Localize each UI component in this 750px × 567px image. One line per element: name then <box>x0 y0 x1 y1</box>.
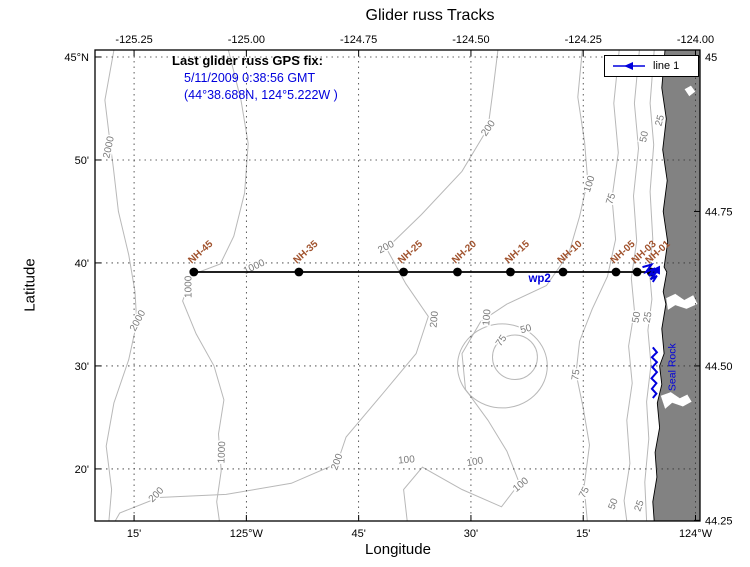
gps-fix-annotation: Last glider russ GPS fix: 5/11/2009 0:38… <box>172 53 338 102</box>
tick-label-top: -125.25 <box>115 34 152 46</box>
contour-50m <box>623 50 640 522</box>
axes-box <box>94 49 701 522</box>
gps-fix-heading: Last glider russ GPS fix: <box>172 53 323 68</box>
glider-position-marker-icon <box>650 265 660 275</box>
plot-title: Glider russ Tracks <box>365 7 495 24</box>
contour-label-1000: 1000 <box>184 275 195 298</box>
legend-triangle-marker-icon <box>624 62 633 70</box>
station-label-NH-10: NH-10 <box>556 238 585 266</box>
tick-label-right: 45 <box>705 52 717 64</box>
waypoint-label-wp2: wp2 <box>527 273 550 285</box>
tick-label-left: 45°N <box>64 52 89 64</box>
tick-label-top: -124.00 <box>677 34 714 46</box>
tick-label-left: 20' <box>75 464 89 476</box>
tick-label-left: 50' <box>75 155 89 167</box>
tick-label-left: 40' <box>75 258 89 270</box>
contour-1000m <box>182 50 249 522</box>
tick-label-bottom: 30' <box>464 528 478 540</box>
legend-line-icon <box>613 62 645 70</box>
contour-label-200: 200 <box>147 485 167 505</box>
contour-label-100: 100 <box>582 174 598 194</box>
contour-label-1000: 1000 <box>242 257 267 277</box>
bay-inlet <box>665 293 699 311</box>
tick-label-top: -125.00 <box>228 34 265 46</box>
tick-label-bottom: 15' <box>127 528 141 540</box>
station-marker-NH-35 <box>294 267 304 277</box>
place-label-seal-rock: Seal Rock <box>667 342 679 391</box>
contour-label-75: 75 <box>570 368 583 381</box>
bay-inlet <box>660 391 693 410</box>
contour-label-100: 100 <box>466 455 485 469</box>
contour-label-50: 50 <box>638 130 651 144</box>
tick-label-bottom: 15' <box>576 528 590 540</box>
tick-label-bottom: 45' <box>351 528 365 540</box>
station-label-NH-35: NH-35 <box>292 238 321 266</box>
contour-loop-50m <box>491 334 538 381</box>
x-axis-label: Longitude <box>365 541 431 558</box>
contour-2000m <box>104 50 138 522</box>
contour-75m <box>575 50 620 522</box>
y-axis-label: Latitude <box>21 258 39 312</box>
tick-label-right: 44.50 <box>705 361 733 373</box>
station-marker-NH-03 <box>632 267 642 277</box>
contour-label-75: 75 <box>494 333 510 349</box>
tick-label-left: 30' <box>75 361 89 373</box>
tick-label-top: -124.75 <box>340 34 377 46</box>
contour-25m <box>644 50 655 522</box>
station-marker-NH-05 <box>611 267 621 277</box>
contour-label-75: 75 <box>577 485 592 500</box>
contour-label-1000: 1000 <box>216 441 228 464</box>
contour-label-25: 25 <box>642 310 655 323</box>
contour-label-25: 25 <box>633 498 647 513</box>
contour-100m <box>403 50 589 522</box>
contour-label-50: 50 <box>631 310 644 323</box>
bay-inlet <box>683 85 696 97</box>
tick-label-bottom: 125°W <box>230 528 264 540</box>
station-marker-NH-15 <box>506 267 515 277</box>
glider-track <box>642 262 658 283</box>
contour-label-100: 100 <box>481 308 493 326</box>
station-label-NH-25: NH-25 <box>396 238 425 266</box>
contour-label-100: 100 <box>398 454 416 466</box>
contour-label-25: 25 <box>654 113 668 127</box>
station-label-NH-45: NH-45 <box>186 238 215 266</box>
contour-label-100: 100 <box>511 475 531 494</box>
glider-track <box>650 346 659 399</box>
tick-label-top: -124.50 <box>452 34 489 46</box>
contour-label-200: 200 <box>429 310 441 328</box>
gps-fix-position: (44°38.688N, 124°5.222W ) <box>184 88 338 102</box>
contour-label-2000: 2000 <box>128 308 148 333</box>
station-label-NH-20: NH-20 <box>450 238 479 266</box>
contour-label-200: 200 <box>479 118 498 138</box>
station-marker-NH-25 <box>399 267 408 277</box>
gps-fix-timestamp: 5/11/2009 0:38:56 GMT <box>184 71 316 85</box>
tick-label-top: -124.25 <box>565 34 602 46</box>
legend-box: line 1 <box>604 55 699 77</box>
legend-entry-label: line 1 <box>653 60 680 72</box>
tick-label-right: 44.25 <box>705 515 733 527</box>
contour-label-50: 50 <box>607 497 621 512</box>
station-label-NH-15: NH-15 <box>503 238 532 266</box>
tick-label-bottom: 124°W <box>679 528 713 540</box>
contour-label-2000: 2000 <box>101 135 116 159</box>
contour-label-75: 75 <box>604 192 618 206</box>
tick-label-right: 44.75 <box>705 206 733 218</box>
station-marker-NH-20 <box>453 267 462 277</box>
station-marker-NH-45 <box>189 267 199 277</box>
station-marker-NH-10 <box>558 267 568 277</box>
contour-label-50: 50 <box>519 323 533 337</box>
contour-200m <box>114 50 499 522</box>
